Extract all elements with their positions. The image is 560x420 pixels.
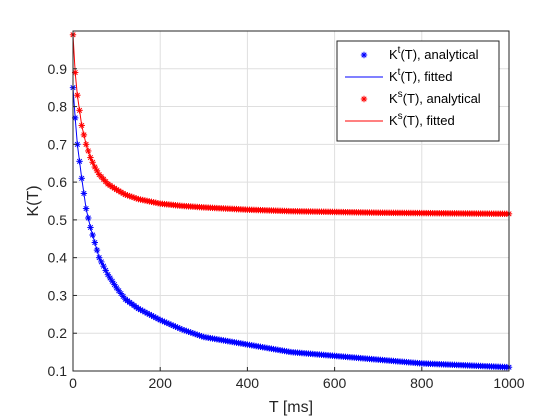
y-tick-label: 0.4 [48, 250, 68, 266]
legend-marker-swatch [361, 52, 367, 58]
y-tick-label: 0.6 [48, 174, 68, 190]
legend-label-rest: (T), fitted [400, 69, 452, 84]
legend-label-main: K [389, 113, 398, 128]
y-tick-label: 0.8 [48, 99, 68, 115]
legend-marker-swatch [361, 96, 367, 102]
y-tick-label: 0.2 [48, 325, 68, 341]
y-axis-label: K(T) [25, 185, 42, 216]
x-axis-label: T [ms] [269, 399, 313, 416]
y-tick-label: 0.1 [48, 363, 68, 379]
y-tick-label: 0.9 [48, 61, 68, 77]
legend-label-rest: (T), analytical [400, 47, 478, 62]
legend-label: Kt(T), analytical [389, 45, 479, 62]
legend-label-rest: (T), analytical [403, 91, 481, 106]
y-tick-label: 0.3 [48, 287, 68, 303]
legend-label-main: K [389, 91, 398, 106]
x-tick-label: 1000 [493, 375, 524, 391]
x-tick-label: 200 [149, 375, 173, 391]
x-tick-label: 400 [236, 375, 260, 391]
x-tick-label: 800 [410, 375, 434, 391]
legend-label-main: K [389, 69, 398, 84]
legend-label: Ks(T), analytical [389, 89, 481, 106]
y-tick-label: 0.5 [48, 212, 68, 228]
legend-label-rest: (T), fitted [403, 113, 455, 128]
x-tick-label: 0 [69, 375, 77, 391]
y-tick-label: 0.7 [48, 136, 68, 152]
x-tick-label: 600 [323, 375, 347, 391]
legend-label-main: K [389, 47, 398, 62]
